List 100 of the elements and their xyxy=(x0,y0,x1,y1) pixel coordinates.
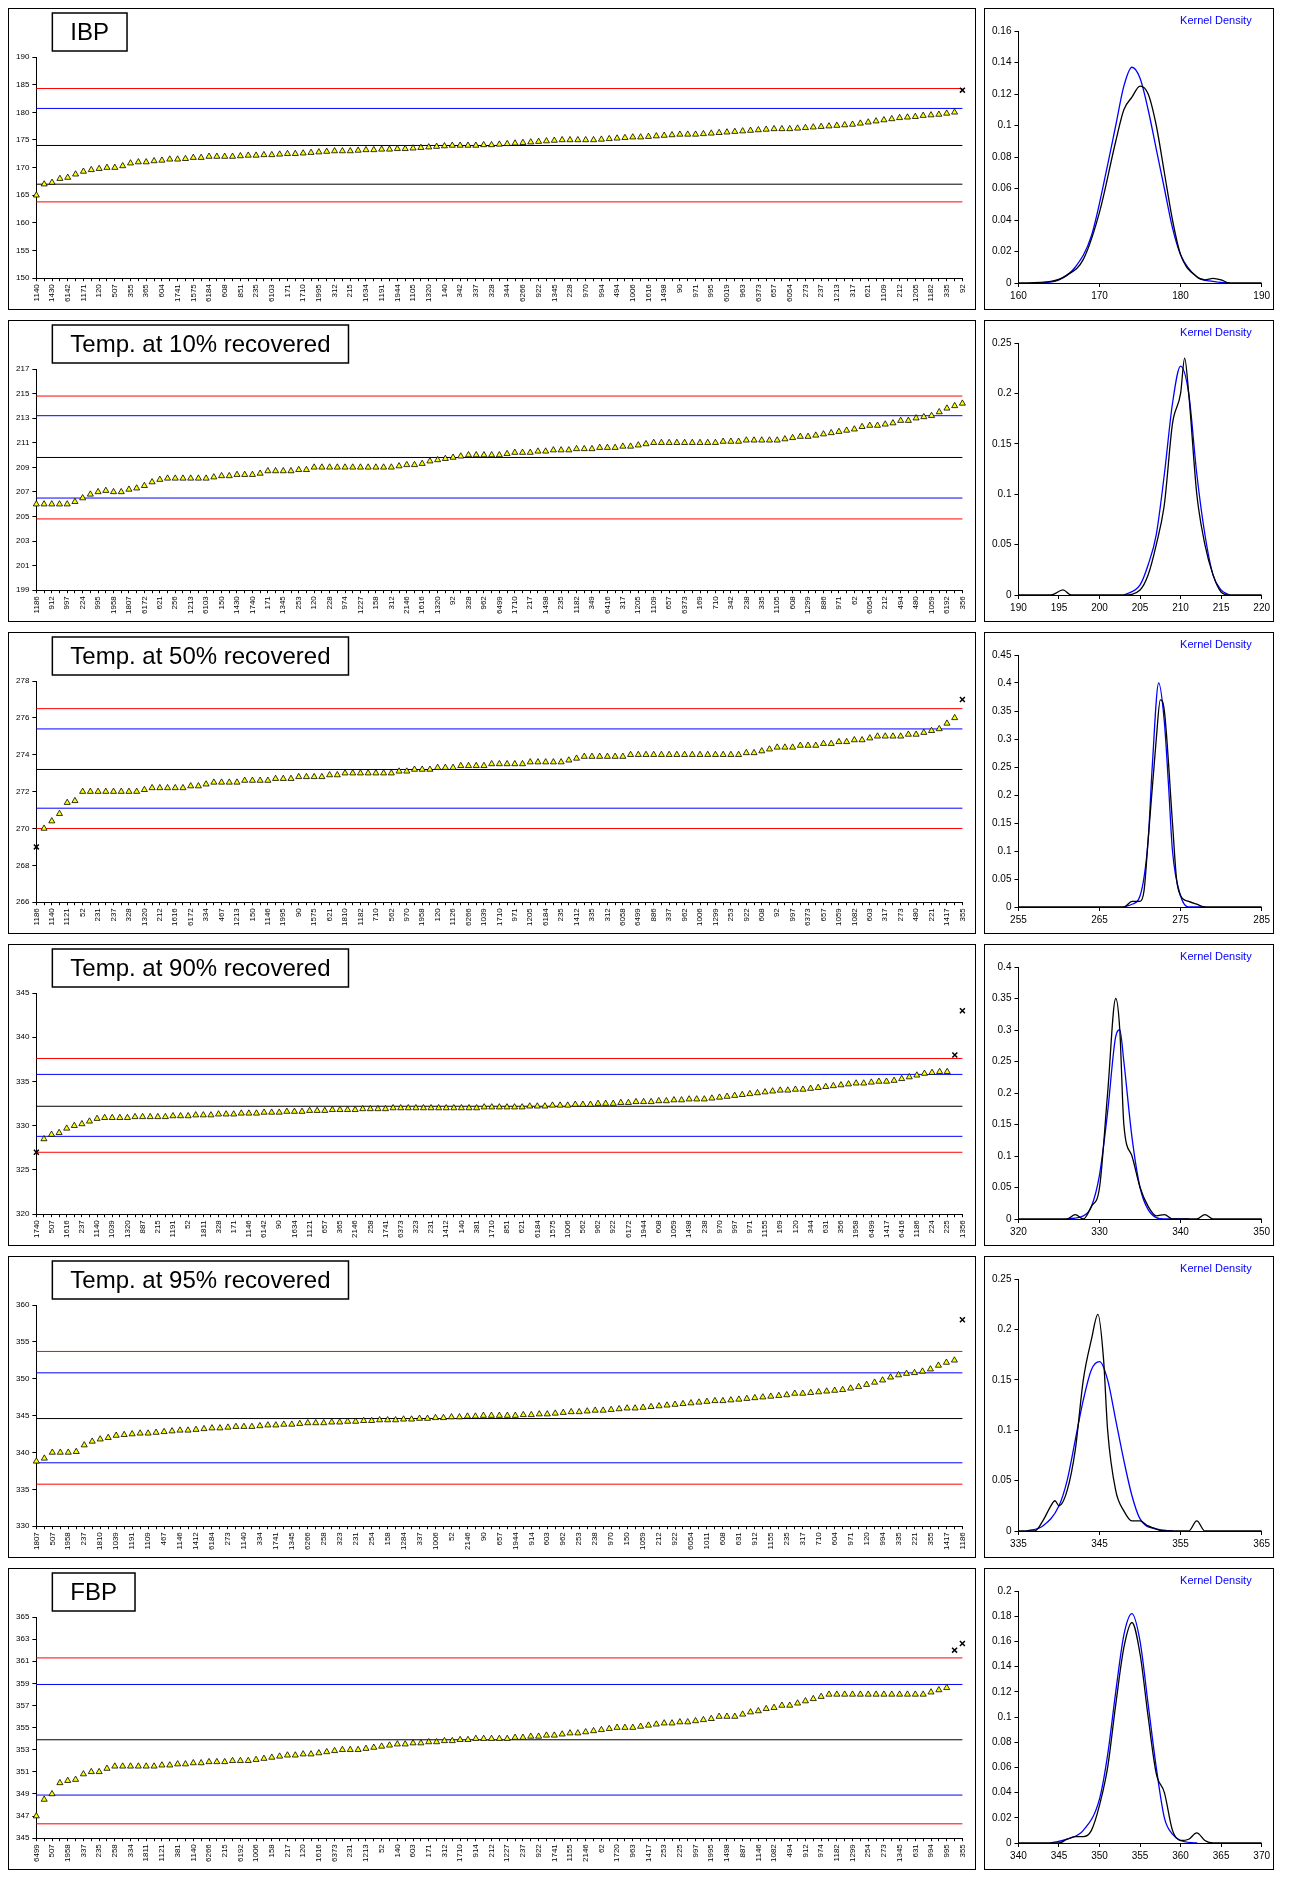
y-tick-label: 0.4 xyxy=(997,676,1012,688)
x-tick-label: 1213 xyxy=(832,283,842,302)
x-tick-label: 1105 xyxy=(772,595,782,614)
x-tick-label: 337 xyxy=(414,1531,424,1546)
x-tick-label: 52 xyxy=(183,1219,193,1230)
x-tick-label: 608 xyxy=(718,1531,728,1546)
x-tick-label: 1227 xyxy=(355,595,365,614)
x-tick-label: 604 xyxy=(829,1531,839,1546)
y-tick-label: 215 xyxy=(15,388,30,398)
x-tick-label: 1205 xyxy=(910,283,920,302)
x-tick-label: 6416 xyxy=(896,1219,906,1238)
x-tick-label: 1807 xyxy=(124,595,134,614)
x-tick-label: 158 xyxy=(382,1531,392,1546)
x-tick-label: 238 xyxy=(590,1531,600,1546)
x-tick-label: 52 xyxy=(376,1843,386,1854)
x-tick-label: 238 xyxy=(699,1219,709,1234)
x-tick-label: 494 xyxy=(895,595,905,610)
x-tick-label: 631 xyxy=(820,1219,830,1234)
text: Kernel Density xyxy=(1180,1573,1253,1586)
x-tick-label: 92 xyxy=(448,595,458,606)
x-tick-label: 228 xyxy=(565,283,575,298)
x-tick-label: 971 xyxy=(690,283,700,298)
x-tick-label: 657 xyxy=(818,907,828,922)
x-tick-label: 217 xyxy=(525,595,535,610)
x-tick-label: 971 xyxy=(745,1219,755,1234)
y-tick-label: 0.02 xyxy=(991,245,1012,257)
x-tick-label: 1710 xyxy=(510,595,520,614)
x-tick-label: 1121 xyxy=(62,907,72,926)
x-tick-label: 212 xyxy=(155,907,165,922)
x-tick-label: 6172 xyxy=(139,595,149,614)
x-tick-label: 887 xyxy=(137,1219,147,1234)
x-tick-label: 6499 xyxy=(633,907,643,926)
x-tick-label: 1412 xyxy=(191,1531,201,1550)
x-tick-label: 1186 xyxy=(912,1219,922,1238)
x-tick-label: 1710 xyxy=(298,283,308,302)
x-tick-label: 237 xyxy=(816,283,826,298)
y-tick-label: 320 xyxy=(15,1209,30,1219)
x-tick-label: 258 xyxy=(365,1219,375,1234)
x-tick-label: 1039 xyxy=(107,1219,117,1238)
x-tick-label: 1575 xyxy=(188,283,198,302)
y-tick-label: 360 xyxy=(15,1300,30,1310)
chart-title: FBP xyxy=(70,1577,118,1605)
x-tick-label: 1227 xyxy=(502,1843,512,1862)
y-tick-label: 170 xyxy=(15,162,30,172)
x-tick-label: 140 xyxy=(439,283,449,298)
y-tick-label: 274 xyxy=(15,749,30,759)
y-tick-label: 330 xyxy=(15,1120,30,1130)
y-tick-label: 0.04 xyxy=(991,1786,1012,1798)
y-tick-label: 276 xyxy=(15,713,30,723)
y-tick-label: 278 xyxy=(15,676,30,686)
x-tick-label: 1417 xyxy=(942,907,952,926)
x-tick-label: 312 xyxy=(439,1843,449,1858)
x-tick-label: 212 xyxy=(654,1531,664,1546)
x-tick-label: 120 xyxy=(309,595,319,610)
x-tick-label: 337 xyxy=(664,907,674,922)
y-tick-label: 190 xyxy=(15,52,30,62)
x-tick-label: 6266 xyxy=(463,907,473,926)
y-tick-label: 175 xyxy=(15,135,30,145)
x-tick-label: 1741 xyxy=(172,283,182,302)
y-tick-label: 0.1 xyxy=(997,1710,1012,1722)
x-tick-label: 507 xyxy=(47,1843,57,1858)
y-tick-label: 0.05 xyxy=(991,872,1012,884)
y-tick-label: 217 xyxy=(15,364,30,374)
x-tick-label: 342 xyxy=(726,595,736,610)
y-tick-label: 0.1 xyxy=(997,119,1012,131)
x-tick-label: 1140 xyxy=(92,1219,102,1238)
y-tick-label: 0 xyxy=(1005,588,1012,600)
x-tick-label: 1011 xyxy=(702,1531,712,1550)
x-tick-label: 6184 xyxy=(540,907,550,926)
x-tick-label: 6499 xyxy=(494,595,504,614)
y-tick-label: 0.35 xyxy=(991,992,1012,1004)
x-tick-label: 1182 xyxy=(355,907,365,926)
y-tick-label: 0.08 xyxy=(991,1735,1012,1747)
x-tick-label: 1140 xyxy=(46,907,56,926)
x-tick-label: 265 xyxy=(1091,913,1109,925)
x-tick-label: 851 xyxy=(502,1219,512,1234)
x-tick-label: 238 xyxy=(741,595,751,610)
x-tick-label: 997 xyxy=(62,595,72,610)
x-tick-label: 224 xyxy=(927,1219,937,1234)
x-tick-label: 1616 xyxy=(170,907,180,926)
x-tick-label: 1995 xyxy=(314,283,324,302)
x-tick-label: 710 xyxy=(813,1531,823,1546)
y-tick-label: 363 xyxy=(15,1634,30,1644)
x-tick-label: 90 xyxy=(293,907,303,918)
x-tick-label: 994 xyxy=(926,1843,936,1858)
x-tick-label: 494 xyxy=(784,1843,794,1858)
chart-title: IBP xyxy=(70,17,110,45)
x-tick-label: 335 xyxy=(756,595,766,610)
x-tick-label: 1105 xyxy=(408,283,418,302)
x-tick-label: 6058 xyxy=(618,907,628,926)
y-tick-label: 0.15 xyxy=(991,1373,1012,1385)
x-tick-label: 1958 xyxy=(63,1531,73,1550)
x-tick-label: 90 xyxy=(675,283,685,294)
x-tick-label: 922 xyxy=(741,907,751,922)
x-tick-label: 171 xyxy=(423,1843,433,1858)
x-tick-label: 62 xyxy=(596,1843,606,1854)
x-tick-label: 6103 xyxy=(266,283,276,302)
x-tick-label: 231 xyxy=(93,907,103,922)
y-tick-label: 150 xyxy=(15,273,30,283)
x-tick-label: 231 xyxy=(345,1843,355,1858)
